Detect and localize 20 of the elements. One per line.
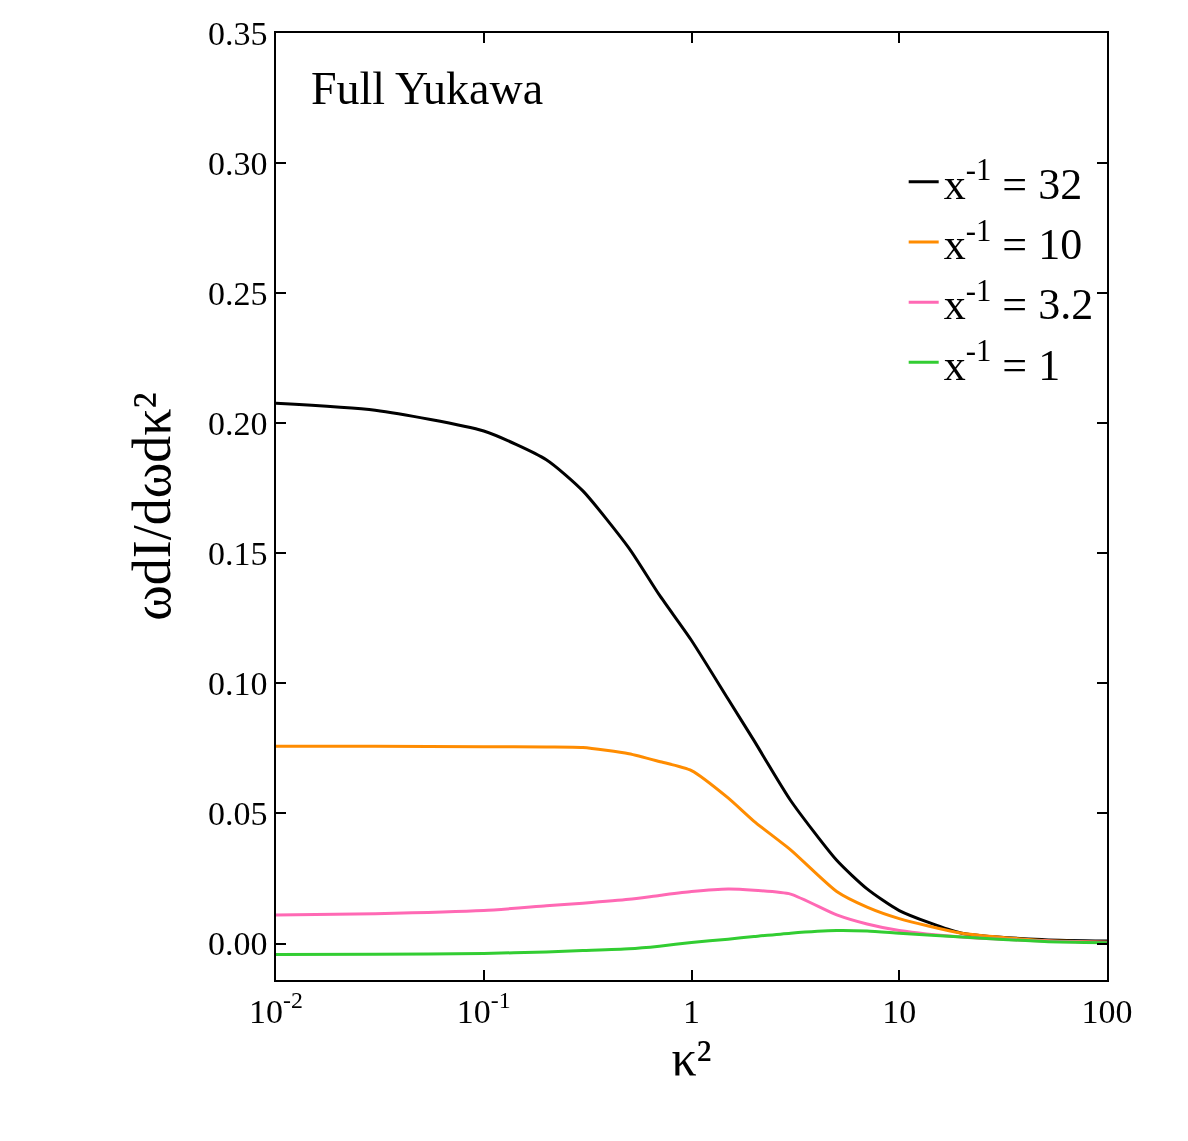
y-tick-label: 0.30 bbox=[207, 144, 268, 182]
legend-label: x$^{-1}$ = 32 bbox=[943, 153, 1083, 209]
y-axis-title: ωdI/dωdκ² bbox=[122, 392, 183, 621]
y-tick-label: 0.00 bbox=[207, 925, 268, 963]
legend-label: x$^{-1}$ = 1 bbox=[943, 334, 1061, 390]
legend-label: x$^{-1}$ = 3.2 bbox=[943, 273, 1094, 330]
x-tick-label: 10$^{-1}$ bbox=[456, 987, 511, 1030]
annotation: Full Yukawa bbox=[311, 63, 544, 114]
x-axis-title: κ² bbox=[671, 1029, 712, 1086]
y-tick-label: 0.25 bbox=[207, 275, 268, 313]
x-tick-label: 10 bbox=[882, 992, 917, 1030]
x-tick-label: 100 bbox=[1081, 992, 1133, 1030]
y-tick-label: 0.05 bbox=[207, 795, 268, 833]
x-tick-label: 10$^{-2}$ bbox=[249, 987, 303, 1030]
legend-label: x$^{-1}$ = 10 bbox=[943, 213, 1083, 270]
y-tick-label: 0.35 bbox=[207, 14, 268, 52]
y-tick-label: 0.10 bbox=[207, 665, 268, 703]
y-tick-label: 0.15 bbox=[207, 535, 268, 573]
x-tick-label: 1 bbox=[683, 992, 700, 1030]
y-tick-label: 0.20 bbox=[207, 405, 268, 443]
